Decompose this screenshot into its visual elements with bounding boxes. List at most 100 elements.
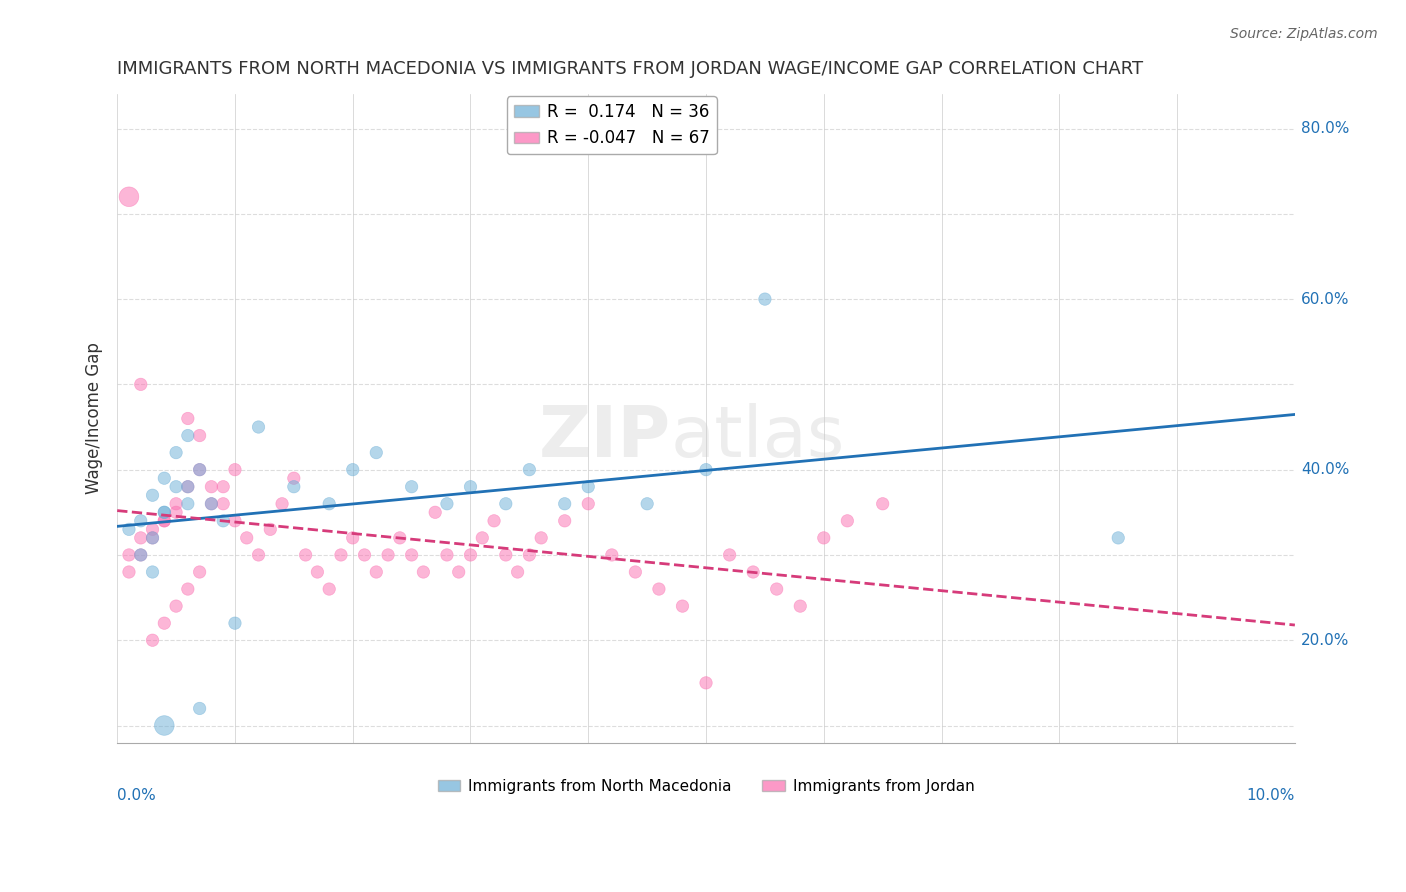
Point [506,565,529,579]
Point [153,505,176,519]
Point [401,480,423,494]
Point [129,514,152,528]
Point [141,522,163,536]
Point [695,676,717,690]
Text: 20.0%: 20.0% [1301,632,1350,648]
Point [177,582,200,596]
Point [188,565,211,579]
Point [318,497,340,511]
Text: 40.0%: 40.0% [1301,462,1350,477]
Point [377,548,399,562]
Point [129,548,152,562]
Point [329,548,352,562]
Point [165,497,187,511]
Point [695,463,717,477]
Point [224,616,246,631]
Point [318,582,340,596]
Point [153,505,176,519]
Point [554,514,576,528]
Point [1107,531,1129,545]
Point [200,497,222,511]
Point [576,497,599,511]
Point [283,471,305,485]
Point [765,582,787,596]
Point [342,463,364,477]
Text: 80.0%: 80.0% [1301,121,1350,136]
Point [165,599,187,613]
Point [259,522,281,536]
Point [519,548,541,562]
Point [576,480,599,494]
Point [436,548,458,562]
Point [366,565,388,579]
Point [294,548,316,562]
Point [188,701,211,715]
Point [283,480,305,494]
Point [177,497,200,511]
Point [235,531,257,545]
Point [212,514,235,528]
Text: 0.0%: 0.0% [117,788,156,803]
Point [153,471,176,485]
Text: ZIP: ZIP [538,403,671,473]
Point [200,497,222,511]
Point [129,548,152,562]
Text: 60.0%: 60.0% [1301,292,1350,307]
Point [224,463,246,477]
Point [224,514,246,528]
Point [165,445,187,459]
Text: IMMIGRANTS FROM NORTH MACEDONIA VS IMMIGRANTS FROM JORDAN WAGE/INCOME GAP CORREL: IMMIGRANTS FROM NORTH MACEDONIA VS IMMIG… [117,60,1143,78]
Point [624,565,647,579]
Point [212,480,235,494]
Point [129,531,152,545]
Point [742,565,765,579]
Text: Source: ZipAtlas.com: Source: ZipAtlas.com [1230,27,1378,41]
Point [307,565,329,579]
Point [671,599,693,613]
Point [118,565,141,579]
Point [519,463,541,477]
Text: atlas: atlas [671,403,845,473]
Point [460,480,482,494]
Point [153,718,176,732]
Point [471,531,494,545]
Point [482,514,505,528]
Point [247,548,270,562]
Point [447,565,470,579]
Point [837,514,859,528]
Point [425,505,447,519]
Point [212,497,235,511]
Point [118,190,141,204]
Legend: Immigrants from North Macedonia, Immigrants from Jordan: Immigrants from North Macedonia, Immigra… [432,772,980,800]
Point [754,292,776,306]
Point [153,514,176,528]
Point [141,531,163,545]
Point [530,531,553,545]
Point [118,522,141,536]
Point [188,428,211,442]
Point [495,497,517,511]
Point [789,599,811,613]
Point [188,463,211,477]
Point [600,548,623,562]
Point [141,488,163,502]
Point [353,548,375,562]
Point [118,548,141,562]
Point [460,548,482,562]
Point [247,420,270,434]
Point [648,582,671,596]
Point [718,548,741,562]
Point [342,531,364,545]
Text: 10.0%: 10.0% [1247,788,1295,803]
Point [177,411,200,425]
Point [813,531,835,545]
Y-axis label: Wage/Income Gap: Wage/Income Gap [86,343,103,494]
Point [141,565,163,579]
Point [388,531,411,545]
Point [153,616,176,631]
Point [177,480,200,494]
Point [177,480,200,494]
Point [366,445,388,459]
Point [165,505,187,519]
Point [200,480,222,494]
